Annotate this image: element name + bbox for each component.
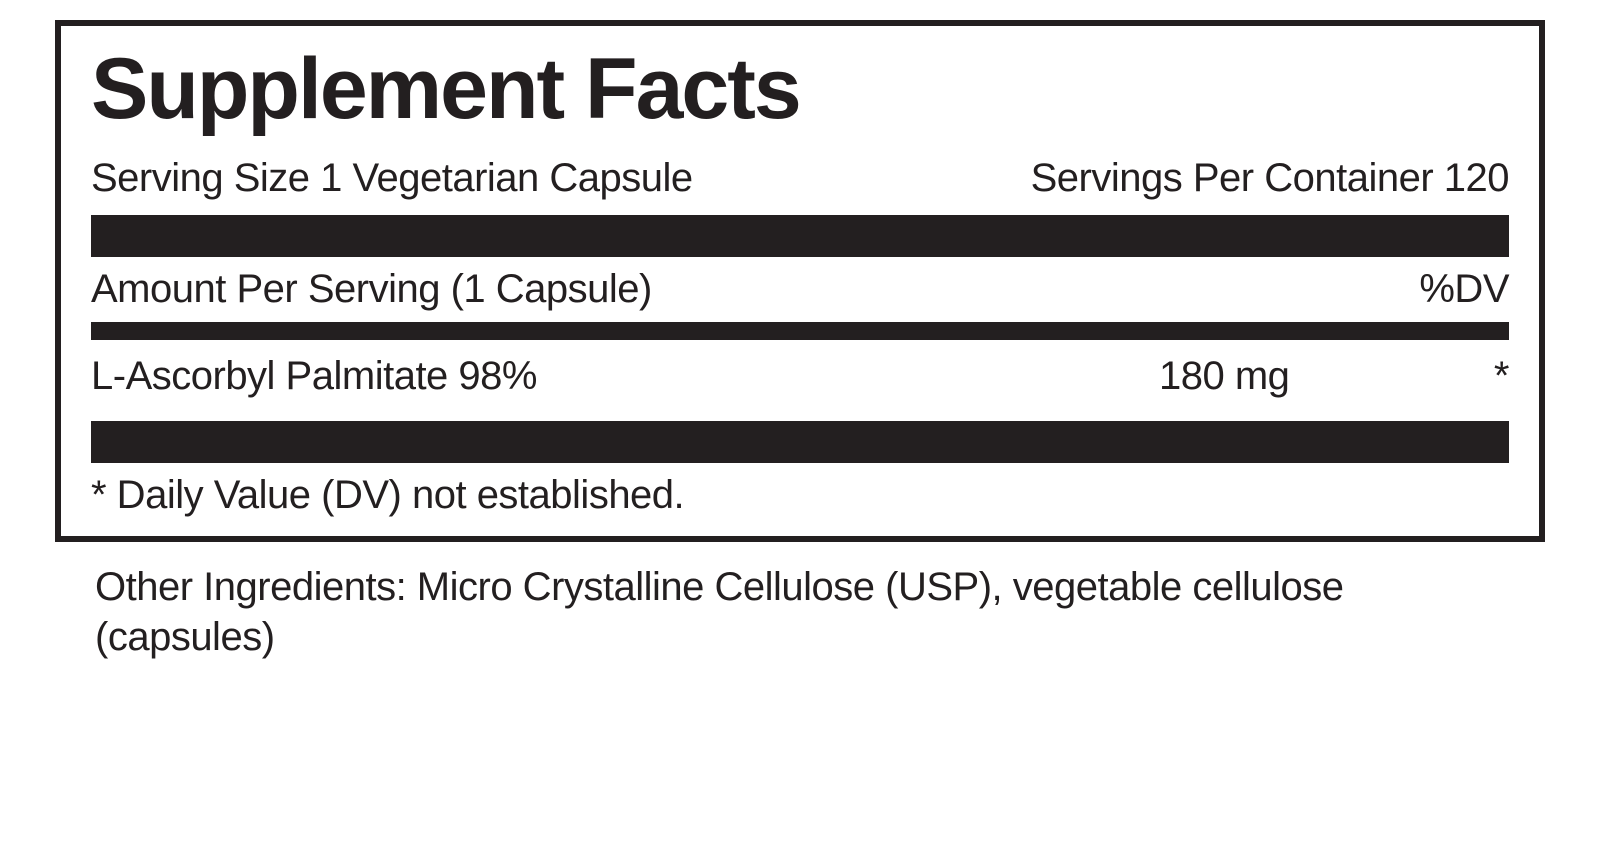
serving-size: Serving Size 1 Vegetarian Capsule bbox=[91, 156, 693, 201]
divider-bar-thick bbox=[91, 421, 1509, 463]
panel-title: Supplement Facts bbox=[91, 46, 1509, 132]
column-header-row: Amount Per Serving (1 Capsule) %DV bbox=[91, 257, 1509, 322]
servings-per-container: Servings Per Container 120 bbox=[1031, 156, 1509, 201]
divider-bar-thick bbox=[91, 215, 1509, 257]
serving-row: Serving Size 1 Vegetarian Capsule Servin… bbox=[91, 156, 1509, 201]
dv-header: %DV bbox=[1419, 267, 1509, 312]
divider-bar-thin bbox=[91, 322, 1509, 340]
dv-footnote: * Daily Value (DV) not established. bbox=[91, 463, 1509, 526]
other-ingredients: Other Ingredients: Micro Crystalline Cel… bbox=[55, 542, 1475, 662]
amount-per-serving-header: Amount Per Serving (1 Capsule) bbox=[91, 267, 652, 312]
ingredient-name: L-Ascorbyl Palmitate 98% bbox=[91, 354, 1079, 399]
ingredient-amount: 180 mg bbox=[1079, 354, 1439, 399]
ingredient-row: L-Ascorbyl Palmitate 98% 180 mg * bbox=[91, 340, 1509, 421]
ingredient-dv: * bbox=[1439, 354, 1509, 399]
supplement-facts-panel: Supplement Facts Serving Size 1 Vegetari… bbox=[55, 20, 1545, 542]
